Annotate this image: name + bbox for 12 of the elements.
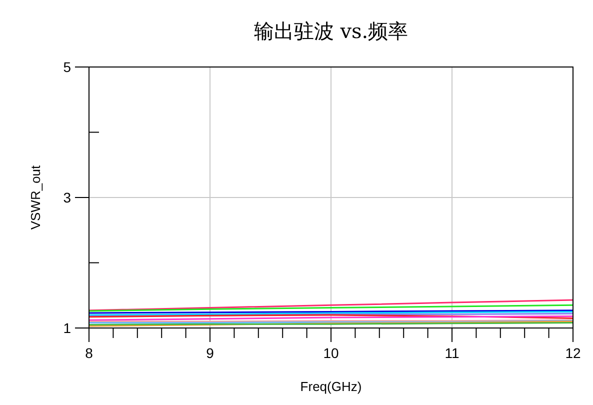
y-tick-label: 3 bbox=[63, 190, 72, 206]
y-axis-title: VSWR_out bbox=[28, 164, 43, 230]
x-tick-label: 11 bbox=[444, 345, 460, 361]
x-tick-label: 10 bbox=[323, 345, 339, 361]
y-tick-label: 1 bbox=[63, 320, 72, 336]
y-tick-label: 5 bbox=[63, 59, 72, 75]
x-tick-label: 12 bbox=[565, 345, 581, 361]
chart-title: 输出驻波 vs.频率 bbox=[254, 19, 408, 43]
x-tick-label: 9 bbox=[206, 345, 214, 361]
x-tick-label: 8 bbox=[85, 345, 94, 361]
x-axis-title: Freq(GHz) bbox=[300, 379, 362, 394]
line-series bbox=[88, 299, 574, 312]
